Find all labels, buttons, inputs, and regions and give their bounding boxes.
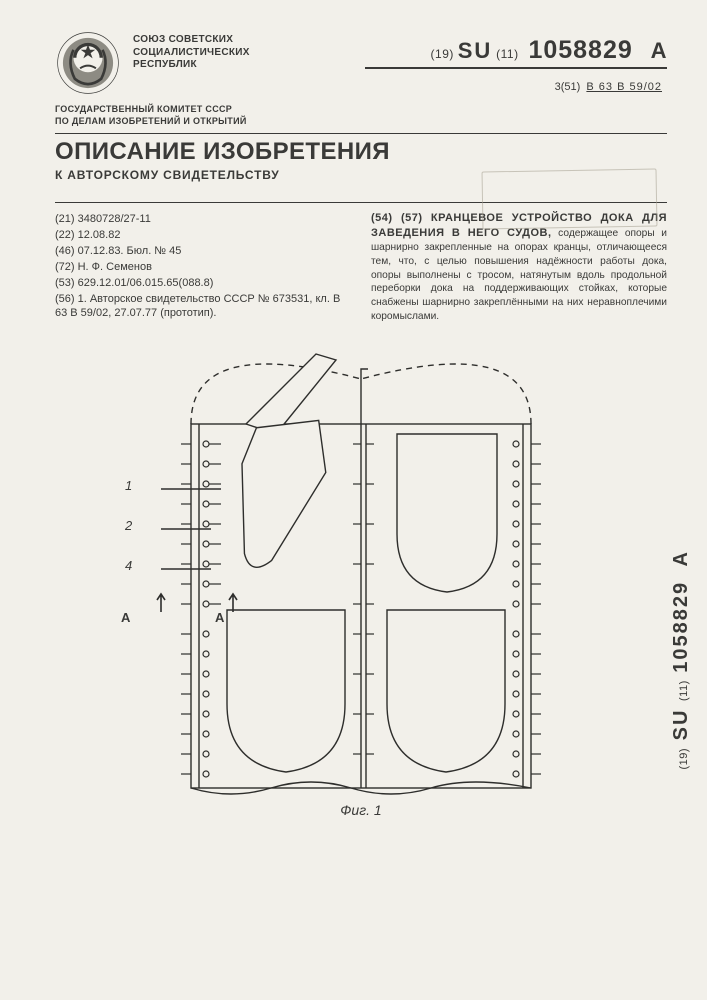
biblio-column: (21) 3480728/27-11 (22) 12.08.82 (46) 07… [55,211,351,323]
biblio-line: (72) Н. Ф. Семенов [55,260,351,275]
doc-title: ОПИСАНИЕ ИЗОБРЕТЕНИЯ [55,138,667,166]
section-A-left: A [121,610,130,625]
figure-caption: Фиг. 1 [340,802,381,818]
authority: ГОСУДАРСТВЕННЫЙ КОМИТЕТ СССР ПО ДЕЛАМ ИЗ… [55,104,667,127]
doc-number: 1058829 [528,36,632,64]
side-publication-code: (19) SU (11) 1058829 A [670,550,693,770]
union-line: РЕСПУБЛИК [133,59,351,72]
abstract-body: содержащее опоры и шарнирно закрепленные… [371,228,667,322]
side-num: 1058829 [670,581,692,673]
rule-top [55,133,667,134]
ipc-classification: 3(51) B 63 B 59/02 [363,81,668,93]
biblio-line: (56) 1. Авторское свидетельство СССР № 6… [55,292,351,322]
union-line: СОЦИАЛИСТИЧЕСКИХ [133,47,351,60]
pub-underline [365,67,667,69]
kind-code: A [651,38,667,63]
side-11: (11) [678,680,690,701]
field-11: (11) [496,47,518,61]
authority-line: ГОСУДАРСТВЕННЫЙ КОМИТЕТ СССР [55,104,667,116]
biblio-line: (46) 07.12.83. Бюл. № 45 [55,244,351,259]
stamp-mark [482,168,658,229]
country-code: SU [458,38,493,63]
biblio-line: (22) 12.08.82 [55,228,351,243]
union-name: СОЮЗ СОВЕТСКИХ СОЦИАЛИСТИЧЕСКИХ РЕСПУБЛИ… [133,34,351,72]
biblio-line: (21) 3480728/27-11 [55,212,351,227]
figure-1: 1 2 4 A A Фиг. 1 [55,334,667,814]
callout-4: 4 [125,558,132,573]
side-kind: A [670,550,692,566]
publication-number: (19) SU (11) 1058829 A [363,30,668,65]
ipc-class: B 63 B 59/02 [586,81,662,93]
field-19: (19) [431,47,454,61]
biblio-line: (53) 629.12.01/06.015.65(088.8) [55,276,351,291]
union-line: СОЮЗ СОВЕТСКИХ [133,34,351,47]
side-19: (19) [678,748,690,770]
authority-line: ПО ДЕЛАМ ИЗОБРЕТЕНИЙ И ОТКРЫТИЙ [55,116,667,128]
side-su: SU [670,709,692,741]
ussr-emblem-icon [55,30,121,96]
callout-1: 1 [125,478,132,493]
document-header: СОЮЗ СОВЕТСКИХ СОЦИАЛИСТИЧЕСКИХ РЕСПУБЛИ… [55,30,667,96]
field-51: 3(51) [555,81,581,93]
section-A-right: A [215,610,224,625]
callout-2: 2 [125,518,132,533]
